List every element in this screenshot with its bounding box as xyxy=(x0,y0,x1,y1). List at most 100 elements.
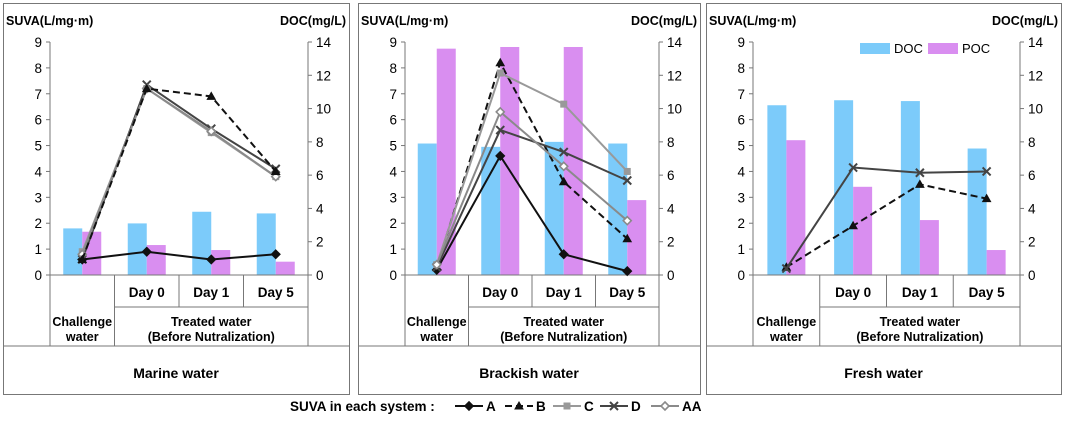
tick-label-left: 6 xyxy=(389,113,397,128)
bar-doc xyxy=(127,223,147,275)
bar-doc xyxy=(63,228,83,275)
category-label: Day 5 xyxy=(969,285,1006,300)
category-label: Day 5 xyxy=(609,285,646,300)
group-label: Challenge xyxy=(52,315,112,329)
suva-legend: SUVA in each system : A B C D AA xyxy=(290,399,702,414)
tick-label-right: 14 xyxy=(667,35,683,50)
series-b xyxy=(77,83,281,263)
tick-label-right: 6 xyxy=(316,168,324,183)
point-aa xyxy=(622,215,633,226)
series-line-d xyxy=(785,166,987,270)
point-c xyxy=(623,167,631,175)
tick-label-left: 4 xyxy=(737,164,745,179)
y-axis-right-title: DOC(mg/L) xyxy=(280,14,346,28)
panel-frame xyxy=(706,3,1062,395)
point-a xyxy=(495,150,506,162)
tick-label-right: 2 xyxy=(1028,235,1036,250)
bar-poc xyxy=(919,220,939,275)
point-d xyxy=(848,162,858,173)
chart-panel-2: SUVA(L/mg·m) DOC(mg/L)0123456789024681012… xyxy=(358,3,701,395)
bar-poc xyxy=(853,186,873,275)
y-axis-left-title: SUVA(L/mg·m) xyxy=(6,14,93,28)
series-line-a xyxy=(435,153,628,273)
bar-poc xyxy=(211,250,231,275)
series-aa xyxy=(431,106,633,270)
bar-doc xyxy=(481,146,501,275)
panel-title: Brackish water xyxy=(479,365,579,381)
legend-title: SUVA in each system : xyxy=(290,399,435,414)
bar-poc xyxy=(275,261,295,275)
series-line-a xyxy=(82,250,276,261)
bar-doc xyxy=(256,213,276,275)
legend-marker-b xyxy=(514,400,524,410)
group-label: water xyxy=(769,330,803,344)
group-label: (Before Nutralization) xyxy=(148,330,275,344)
bar-doc xyxy=(192,211,212,275)
tick-label-left: 0 xyxy=(389,268,397,283)
series-line-aa xyxy=(435,110,628,266)
y-axis-right-title: DOC(mg/L) xyxy=(992,14,1058,28)
series-line-d xyxy=(435,128,628,268)
series-line-b xyxy=(785,183,987,269)
bar-poc xyxy=(500,46,520,275)
point-a xyxy=(141,246,152,257)
legend-swatch-doc xyxy=(860,43,890,54)
tick-label-right: 8 xyxy=(667,135,675,150)
tick-label-right: 10 xyxy=(316,102,331,117)
category-label: Day 1 xyxy=(193,285,230,300)
bar-poc xyxy=(986,250,1006,275)
tick-label-right: 2 xyxy=(316,235,324,250)
tick-label-left: 5 xyxy=(389,139,397,154)
tick-label-left: 5 xyxy=(737,139,745,154)
legend-swatch-poc xyxy=(928,43,958,54)
tick-label-left: 9 xyxy=(737,35,745,50)
tick-label-left: 8 xyxy=(34,61,42,76)
point-d xyxy=(495,125,505,135)
bar-poc xyxy=(563,46,583,275)
tick-label-right: 12 xyxy=(1028,68,1043,83)
tick-label-left: 5 xyxy=(34,139,42,154)
tick-label-right: 4 xyxy=(1028,201,1036,216)
y-axis-left-title: SUVA(L/mg·m) xyxy=(361,14,448,28)
tick-label-left: 2 xyxy=(737,216,745,231)
point-aa xyxy=(206,126,217,137)
tick-label-right: 6 xyxy=(1028,168,1036,183)
tick-label-right: 8 xyxy=(316,135,324,150)
tick-label-left: 7 xyxy=(34,87,42,102)
panel-frame xyxy=(358,3,701,395)
tick-label-left: 2 xyxy=(34,216,42,231)
tick-label-left: 9 xyxy=(34,35,42,50)
bar-doc xyxy=(834,100,854,275)
chart-panel-3: SUVA(L/mg·m) DOC(mg/L)0123456789024681012… xyxy=(706,3,1062,395)
tick-label-left: 7 xyxy=(737,87,745,102)
point-a xyxy=(558,249,569,260)
point-a xyxy=(622,265,633,277)
bar-doc xyxy=(608,143,628,275)
tick-label-right: 14 xyxy=(1028,35,1044,50)
group-label: Treated water xyxy=(171,315,252,329)
point-d xyxy=(781,263,792,274)
legend-marker-c xyxy=(563,402,571,410)
tick-label-right: 12 xyxy=(316,68,331,83)
tick-label-right: 0 xyxy=(1028,268,1036,283)
group-label: Treated water xyxy=(523,315,604,329)
group-label: (Before Nutralization) xyxy=(500,330,627,344)
panel-title: Fresh water xyxy=(844,365,923,381)
y-axis-left-title: SUVA(L/mg·m) xyxy=(709,14,796,28)
category-label: Day 5 xyxy=(258,285,295,300)
point-aa xyxy=(495,106,506,118)
point-d xyxy=(981,166,992,177)
tick-label-left: 6 xyxy=(34,113,42,128)
tick-label-left: 0 xyxy=(34,268,42,283)
category-label: Day 0 xyxy=(129,285,165,300)
category-label: Day 0 xyxy=(835,285,871,300)
point-c xyxy=(496,69,504,77)
point-b xyxy=(141,83,152,93)
tick-label-right: 0 xyxy=(316,268,324,283)
point-b xyxy=(77,254,88,263)
tick-label-left: 0 xyxy=(737,268,745,283)
point-b xyxy=(981,193,992,203)
tick-label-right: 2 xyxy=(667,235,675,250)
